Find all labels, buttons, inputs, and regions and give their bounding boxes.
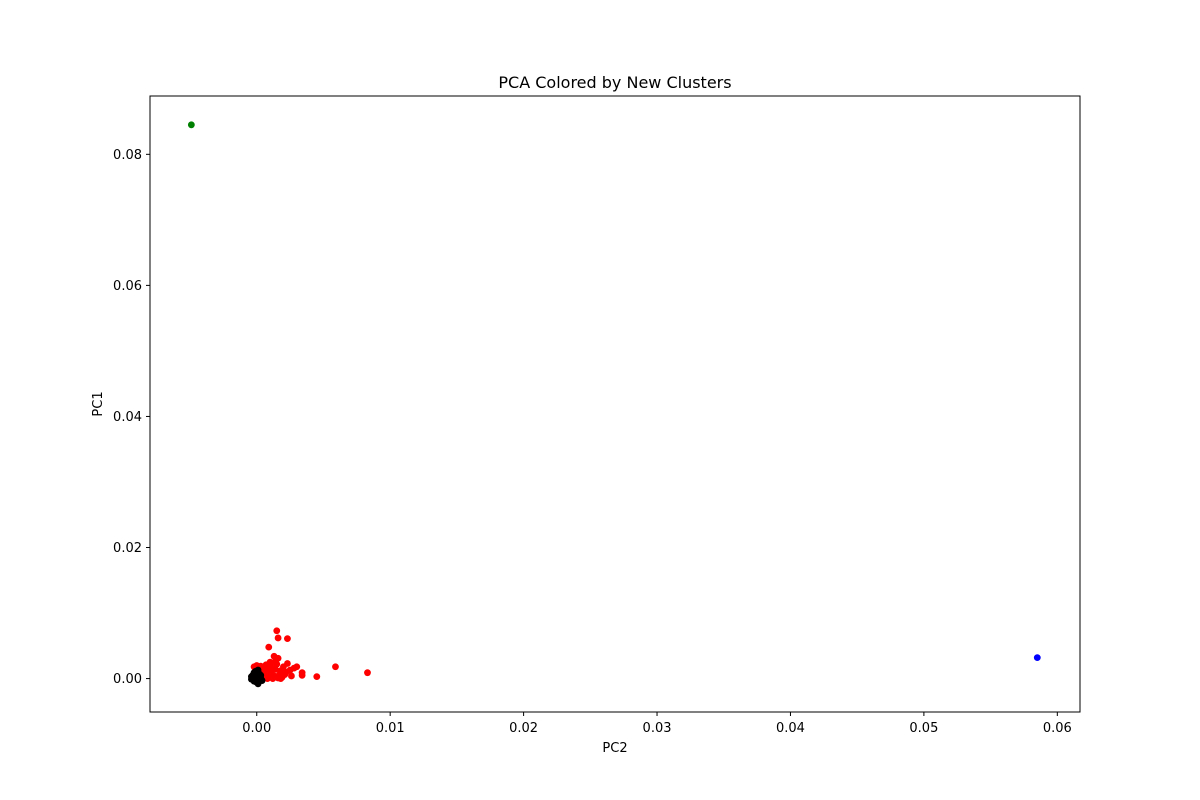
scatter-point-series-1-14 bbox=[258, 677, 266, 684]
scatter-point-series-1-19 bbox=[257, 671, 265, 679]
x-tick-label-5: 0.05 bbox=[909, 721, 938, 736]
x-tick-label-6: 0.06 bbox=[1043, 721, 1072, 736]
scatter-point-series-0-45 bbox=[286, 666, 294, 674]
y-axis: 0.00 0.02 0.04 0.06 0.08 bbox=[113, 148, 150, 687]
y-tick-label-2: 0.04 bbox=[113, 410, 142, 425]
points-layer bbox=[187, 121, 1041, 688]
scatter-point-series-0-10 bbox=[298, 669, 306, 677]
scatter-point-series-0-3 bbox=[265, 643, 273, 651]
scatter-point-series-2-0 bbox=[187, 121, 195, 129]
scatter-point-series-0-1 bbox=[284, 635, 291, 642]
plot-area-frame bbox=[149, 95, 1081, 713]
y-tick-label-4: 0.08 bbox=[113, 148, 142, 163]
scatter-point-series-0-49 bbox=[277, 675, 285, 682]
chart-title: PCA Colored by New Clusters bbox=[498, 73, 731, 92]
y-tick-label-3: 0.06 bbox=[113, 279, 142, 294]
x-axis: 0.00 0.01 0.02 0.03 0.04 0.05 0.06 bbox=[242, 712, 1072, 736]
scatter-point-series-0-2 bbox=[274, 634, 282, 642]
x-tick-label-3: 0.03 bbox=[643, 721, 672, 736]
y-tick-label-0: 0.00 bbox=[113, 672, 142, 687]
y-tick-label-1: 0.02 bbox=[113, 541, 142, 556]
x-axis-label: PC2 bbox=[602, 741, 627, 756]
scatter-point-series-1-18 bbox=[248, 675, 255, 683]
scatter-point-series-0-0 bbox=[273, 627, 281, 635]
y-axis-label: PC1 bbox=[91, 391, 106, 416]
scatter-point-series-0-6 bbox=[332, 663, 339, 671]
x-tick-label-1: 0.01 bbox=[376, 721, 405, 736]
scatter-point-series-3-0 bbox=[1033, 654, 1041, 662]
x-tick-label-0: 0.00 bbox=[242, 721, 271, 736]
scatter-point-series-0-50 bbox=[268, 671, 275, 679]
scatter-point-series-0-7 bbox=[364, 669, 371, 677]
scatter-point-series-0-48 bbox=[272, 658, 279, 665]
x-tick-label-4: 0.04 bbox=[776, 721, 805, 736]
scatter-point-series-0-14 bbox=[288, 672, 295, 680]
scatter-point-series-1-17 bbox=[254, 666, 262, 674]
scatter-point-series-0-8 bbox=[313, 673, 321, 681]
x-tick-label-2: 0.02 bbox=[509, 721, 538, 736]
